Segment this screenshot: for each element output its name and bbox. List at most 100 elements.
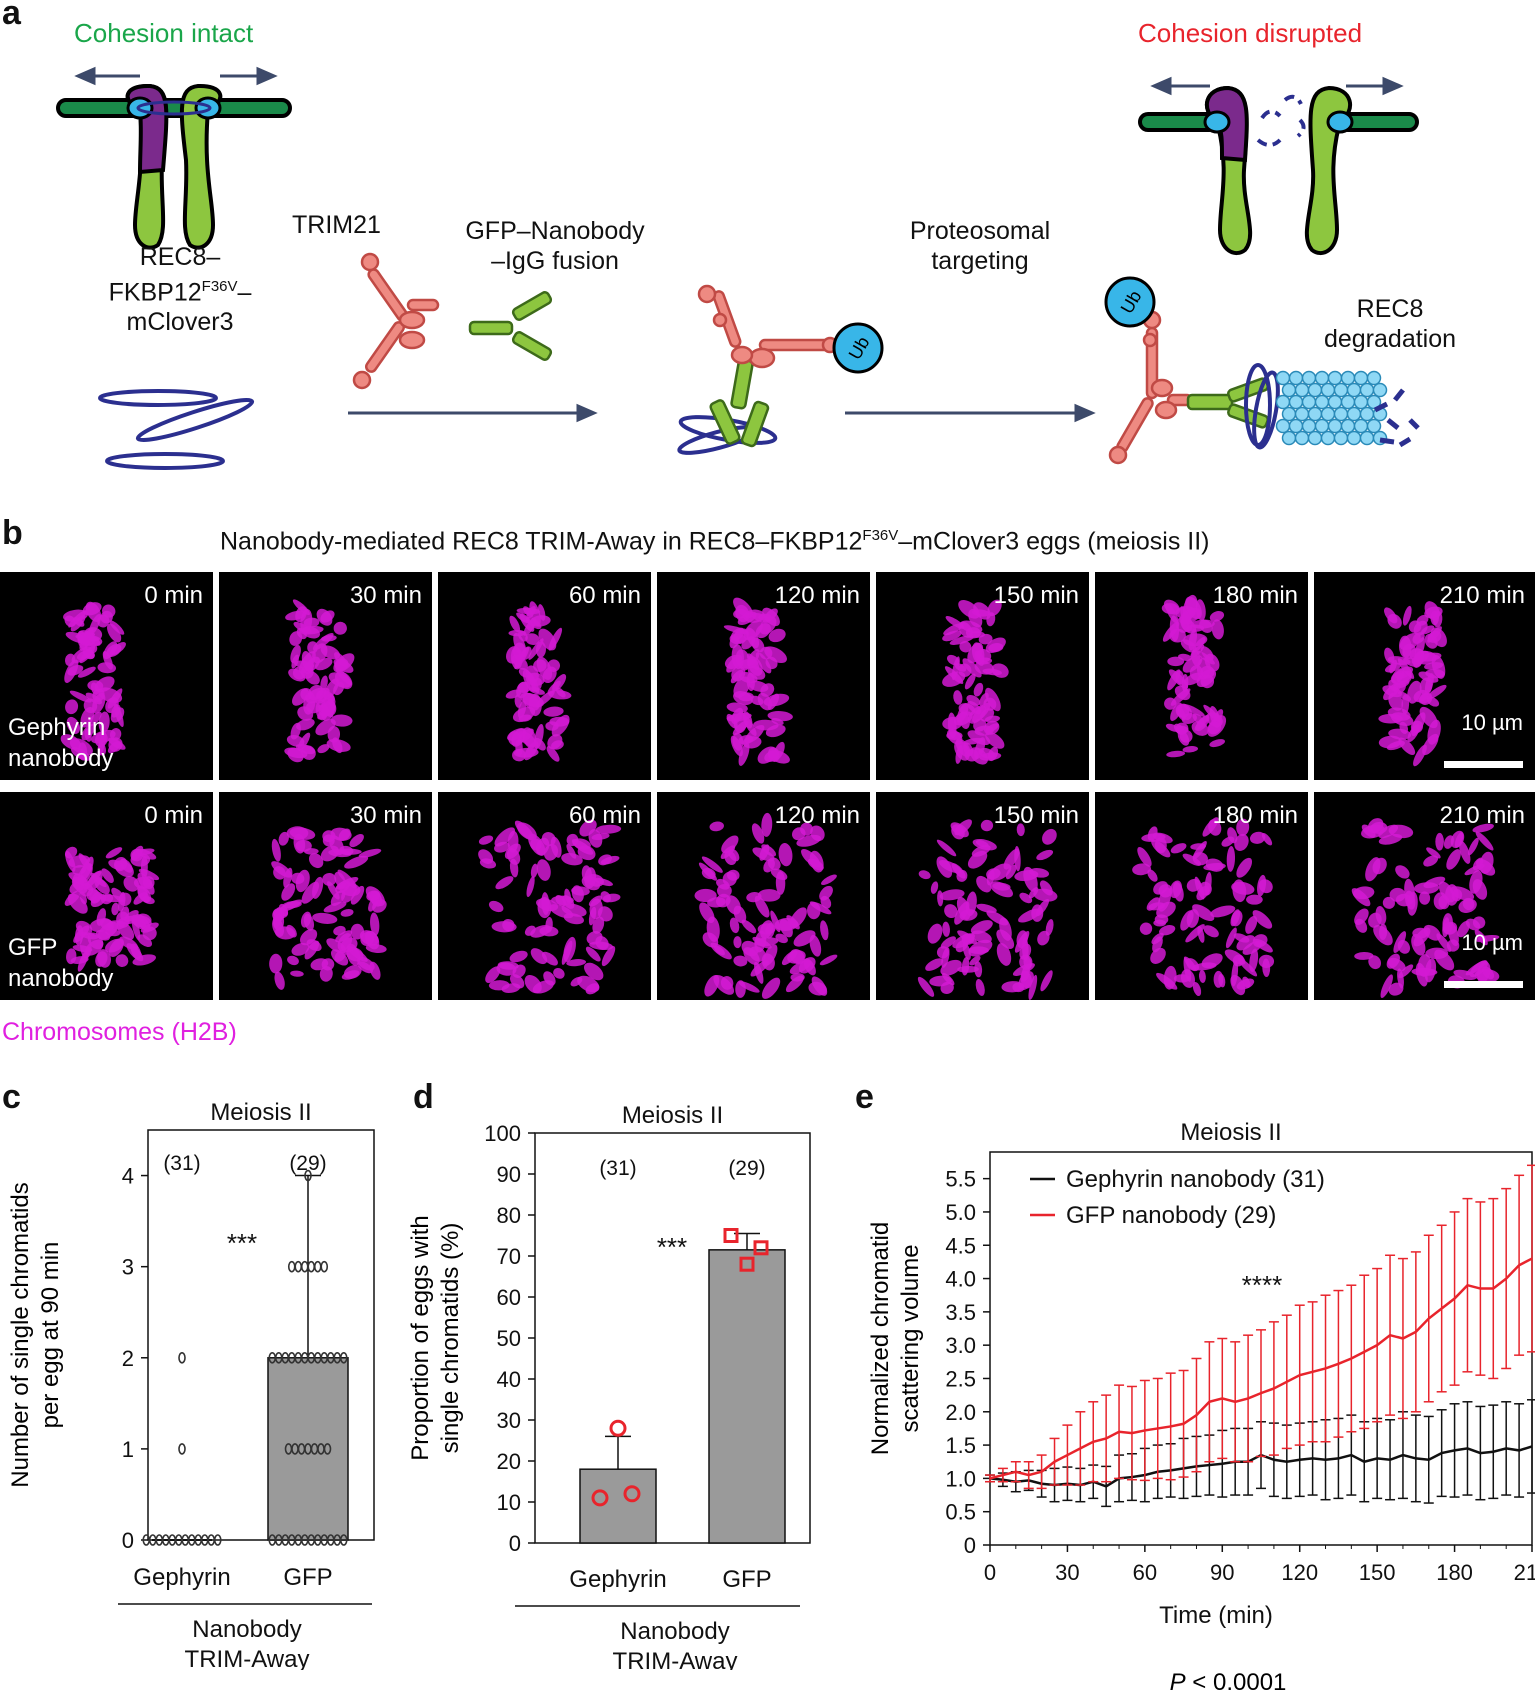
proteasome-subunit <box>1327 370 1343 386</box>
chromosome-signal <box>1378 601 1447 767</box>
chromosome-blob <box>505 689 522 699</box>
chromosome-blob <box>729 635 740 649</box>
chromosome-blob <box>271 838 281 862</box>
chromosome-blob <box>792 827 806 841</box>
proteo-line2: targeting <box>931 247 1029 275</box>
proteasome-subunit <box>1275 370 1291 386</box>
chromosome-blob <box>1185 924 1205 943</box>
proteasome-subunit <box>1340 418 1356 434</box>
chromosome-blob <box>279 899 303 912</box>
proteasome-subunit <box>1301 418 1317 434</box>
timepoint-label: 150 min <box>993 802 1079 829</box>
n-label: (29) <box>728 1157 765 1180</box>
chromosome-blob <box>789 907 807 929</box>
x-category-label: Gephyrin <box>133 1564 230 1591</box>
chromosome-blob <box>77 666 96 678</box>
chromosome-blob <box>1170 843 1187 854</box>
chromosome-blob <box>1177 730 1190 746</box>
chart-title: Meiosis II <box>622 1102 723 1129</box>
proteasome-subunit <box>1333 430 1349 446</box>
chromosome-blob <box>1438 881 1455 903</box>
chromosome-blob <box>126 943 144 962</box>
chromosome-blob <box>495 876 514 890</box>
construct-label: REC8– FKBP12F36V– mClover3 <box>80 242 280 337</box>
y-tick-label: 1 <box>122 1437 134 1462</box>
bar <box>579 1468 657 1544</box>
chromosome-blob <box>522 727 537 749</box>
chromosome-blob <box>287 747 304 763</box>
data-point <box>304 1169 312 1182</box>
chromosome-blob <box>583 962 604 981</box>
chromosome-blob <box>292 666 306 680</box>
proteasome-subunit <box>1366 418 1382 434</box>
chromosome-blob <box>1153 881 1169 895</box>
proteasome-subunit <box>1320 382 1336 398</box>
chromosome-blob <box>767 711 793 722</box>
chromosome-blob <box>761 844 777 857</box>
chromosome-blob <box>746 891 762 903</box>
chromosome-blob <box>1203 925 1219 938</box>
chromosome-blob <box>141 896 155 905</box>
chromosome-blob <box>66 948 77 965</box>
chromosome-blob <box>570 976 583 987</box>
data-point-circle <box>609 1419 627 1437</box>
chromosome-blob <box>526 876 535 898</box>
chromosome-blob <box>497 961 519 970</box>
chromosome-blob <box>764 646 787 664</box>
chromosome-blob <box>525 633 540 645</box>
chromosome-blob <box>594 877 613 887</box>
chromosome-blob <box>1382 896 1395 909</box>
chromosome-blob <box>1414 882 1440 894</box>
data-point <box>178 1351 186 1364</box>
chromosome-blob <box>511 728 526 747</box>
chromosome-blob <box>278 831 289 846</box>
chromosome-blob <box>1425 947 1449 960</box>
data-point <box>339 1534 348 1546</box>
data-point-circle <box>623 1485 641 1503</box>
chromosome-blob <box>333 658 354 673</box>
chromosome-blob <box>939 889 965 901</box>
chromosome-blob <box>561 853 583 866</box>
chromosome-blob <box>1234 833 1249 851</box>
chromosome-blob <box>1384 607 1398 624</box>
data-point <box>323 1443 332 1455</box>
panel-a-schematic: Ub <box>56 66 1420 470</box>
panel-b-title: Nanobody-mediated REC8 TRIM-Away in REC8… <box>220 527 1210 556</box>
chromosome-blob <box>517 630 528 642</box>
timepoint-label: 0 min <box>144 582 203 609</box>
micrograph-tile: 180 min <box>1095 572 1308 780</box>
chromosome-blob <box>956 896 971 920</box>
construct-sup: F36V <box>201 278 238 295</box>
chromosome-blob <box>338 828 351 841</box>
proteasome-subunit <box>1353 418 1369 434</box>
chromosome-blob <box>109 620 125 635</box>
chromosome-blob <box>523 606 534 618</box>
chromosome-blob <box>1468 837 1479 856</box>
chromosome-blob <box>64 890 81 906</box>
chromosome-blob <box>370 912 380 936</box>
micrograph-tile: 30 min <box>219 572 432 780</box>
proteasome-subunit <box>1333 406 1349 422</box>
y-tick-label: 2 <box>122 1346 134 1371</box>
y-axis-label: Proportion of eggs with single chromatids… <box>407 1215 464 1460</box>
chromosome-blob <box>140 855 148 880</box>
chromosome-blob <box>308 853 324 869</box>
chromosome-signal <box>269 826 387 990</box>
chromosome-blob <box>1435 832 1444 851</box>
chromosome-blob <box>588 895 603 907</box>
chromosome-blob <box>337 933 353 952</box>
proteasome-subunit <box>1294 406 1310 422</box>
y-tick-label: 0.5 <box>945 1500 976 1525</box>
data-point-square <box>739 1256 755 1272</box>
chromosome-blob <box>295 869 310 893</box>
chromosome-blob <box>763 944 778 966</box>
y-axis-label: Normalized chromatid scattering volume <box>867 1222 924 1455</box>
chromosome-blob <box>1186 878 1201 892</box>
chromosome-blob <box>120 906 130 921</box>
chromosome-blob <box>1393 931 1407 953</box>
degradation-line2: degradation <box>1323 325 1457 353</box>
chromosome-blob <box>579 819 597 837</box>
micrograph-tile: 0 min GFP nanobody <box>0 792 213 1000</box>
chromosome-blob <box>967 730 991 746</box>
y-tick-label: 3 <box>122 1255 134 1280</box>
